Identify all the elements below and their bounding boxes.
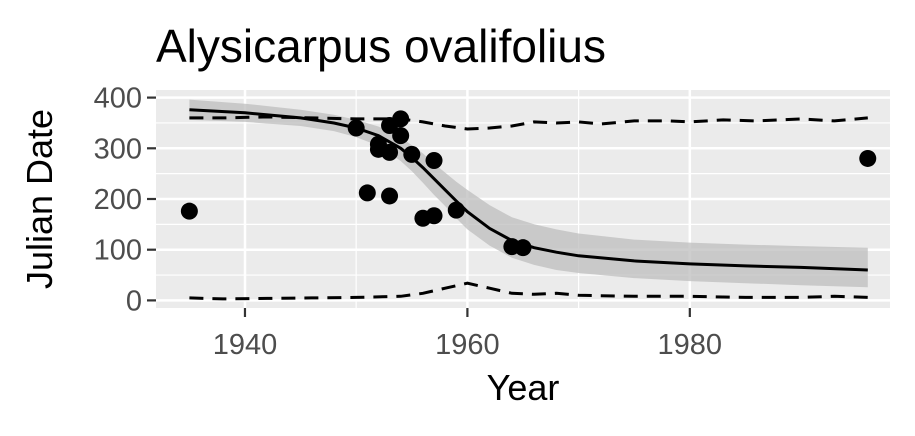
y-axis: 0 100 200 300 400 [94, 83, 156, 317]
data-point [392, 127, 410, 145]
data-point [447, 201, 465, 219]
x-axis: 1940 1960 1980 [213, 308, 722, 361]
data-point [859, 149, 877, 167]
chart-title: Alysicarpus ovalifolius [156, 20, 606, 72]
data-point [392, 110, 410, 128]
y-tick-label: 300 [94, 133, 142, 165]
y-axis-title: Julian Date [19, 109, 60, 289]
x-tick-label: 1940 [213, 329, 278, 361]
y-tick-label: 100 [94, 235, 142, 267]
data-point [381, 143, 399, 161]
data-point [180, 202, 198, 220]
y-tick-label: 0 [126, 285, 142, 317]
data-point [425, 207, 443, 225]
upper-dashed-line [189, 115, 868, 131]
x-tick-label: 1980 [658, 329, 723, 361]
data-point [381, 187, 399, 205]
data-point [358, 184, 376, 202]
y-tick-label: 200 [94, 184, 142, 216]
data-point [514, 239, 532, 257]
x-axis-title: Year [487, 367, 560, 408]
data-point [347, 119, 365, 137]
grid-lines [156, 90, 890, 308]
points-layer [180, 110, 877, 257]
y-tick-label: 400 [94, 83, 142, 115]
x-tick-label: 1960 [435, 329, 500, 361]
data-point [403, 145, 421, 163]
data-point [425, 151, 443, 169]
